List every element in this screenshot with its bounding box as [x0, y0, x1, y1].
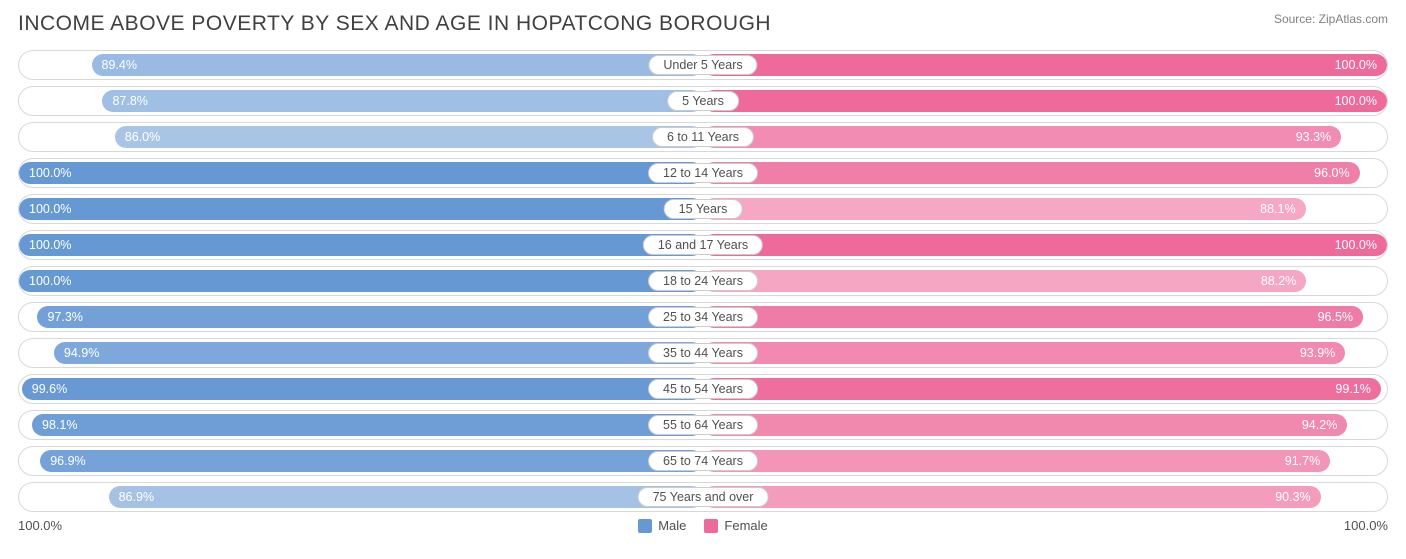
male-value: 96.9% [50, 454, 85, 468]
male-bar: 86.9% [109, 486, 703, 508]
male-value: 94.9% [64, 346, 99, 360]
chart-row: 100.0% 88.2% 18 to 24 Years [18, 266, 1388, 296]
female-value: 100.0% [1335, 238, 1377, 252]
female-value: 88.1% [1260, 202, 1295, 216]
male-value: 86.9% [119, 490, 154, 504]
age-label: 18 to 24 Years [648, 271, 758, 291]
legend-female-swatch [704, 519, 718, 533]
male-bar: 89.4% [92, 54, 703, 76]
female-value: 94.2% [1302, 418, 1337, 432]
female-value: 96.0% [1314, 166, 1349, 180]
axis-left-label: 100.0% [18, 518, 62, 533]
chart-row: 100.0% 96.0% 12 to 14 Years [18, 158, 1388, 188]
age-label: 16 and 17 Years [643, 235, 763, 255]
age-label: 75 Years and over [638, 487, 769, 507]
male-value: 100.0% [29, 274, 71, 288]
male-bar: 86.0% [115, 126, 703, 148]
age-label: 25 to 34 Years [648, 307, 758, 327]
male-value: 100.0% [29, 202, 71, 216]
female-bar: 94.2% [703, 414, 1347, 436]
age-label: 15 Years [664, 199, 743, 219]
legend-male-label: Male [658, 518, 686, 533]
female-bar: 93.3% [703, 126, 1341, 148]
female-value: 96.5% [1318, 310, 1353, 324]
chart-row: 99.6% 99.1% 45 to 54 Years [18, 374, 1388, 404]
female-value: 91.7% [1285, 454, 1320, 468]
male-value: 100.0% [29, 238, 71, 252]
female-value: 90.3% [1275, 490, 1310, 504]
male-bar: 94.9% [54, 342, 703, 364]
legend-male: Male [638, 518, 686, 533]
female-bar: 88.2% [703, 270, 1306, 292]
age-label: 45 to 54 Years [648, 379, 758, 399]
age-label: Under 5 Years [648, 55, 757, 75]
female-value: 88.2% [1261, 274, 1296, 288]
male-bar: 100.0% [19, 270, 703, 292]
male-bar: 97.3% [37, 306, 703, 328]
chart-row: 89.4% 100.0% Under 5 Years [18, 50, 1388, 80]
chart-row: 86.9% 90.3% 75 Years and over [18, 482, 1388, 512]
female-bar: 88.1% [703, 198, 1306, 220]
chart-header: INCOME ABOVE POVERTY BY SEX AND AGE IN H… [18, 12, 1388, 36]
female-value: 100.0% [1335, 94, 1377, 108]
male-value: 87.8% [112, 94, 147, 108]
age-label: 55 to 64 Years [648, 415, 758, 435]
female-bar: 91.7% [703, 450, 1330, 472]
male-bar: 98.1% [32, 414, 703, 436]
female-bar: 100.0% [703, 234, 1387, 256]
chart-row: 86.0% 93.3% 6 to 11 Years [18, 122, 1388, 152]
chart-row: 98.1% 94.2% 55 to 64 Years [18, 410, 1388, 440]
female-value: 100.0% [1335, 58, 1377, 72]
chart-footer: 100.0% Male Female 100.0% [18, 518, 1388, 533]
female-bar: 99.1% [703, 378, 1381, 400]
chart-title: INCOME ABOVE POVERTY BY SEX AND AGE IN H… [18, 12, 771, 36]
male-value: 89.4% [102, 58, 137, 72]
male-bar: 99.6% [22, 378, 703, 400]
female-bar: 90.3% [703, 486, 1321, 508]
legend-male-swatch [638, 519, 652, 533]
chart-row: 96.9% 91.7% 65 to 74 Years [18, 446, 1388, 476]
female-bar: 93.9% [703, 342, 1345, 364]
female-bar: 100.0% [703, 90, 1387, 112]
female-bar: 100.0% [703, 54, 1387, 76]
male-value: 98.1% [42, 418, 77, 432]
male-value: 100.0% [29, 166, 71, 180]
male-value: 86.0% [125, 130, 160, 144]
male-value: 97.3% [47, 310, 82, 324]
chart-source: Source: ZipAtlas.com [1274, 12, 1388, 26]
chart-row: 97.3% 96.5% 25 to 34 Years [18, 302, 1388, 332]
age-label: 6 to 11 Years [652, 127, 754, 147]
chart-row: 87.8% 100.0% 5 Years [18, 86, 1388, 116]
female-value: 93.9% [1300, 346, 1335, 360]
male-bar: 100.0% [19, 234, 703, 256]
male-bar: 100.0% [19, 198, 703, 220]
age-label: 5 Years [667, 91, 739, 111]
age-label: 65 to 74 Years [648, 451, 758, 471]
legend: Male Female [638, 518, 768, 533]
chart-row: 100.0% 100.0% 16 and 17 Years [18, 230, 1388, 260]
male-value: 99.6% [32, 382, 67, 396]
female-bar: 96.0% [703, 162, 1360, 184]
axis-right-label: 100.0% [1344, 518, 1388, 533]
age-label: 35 to 44 Years [648, 343, 758, 363]
male-bar: 100.0% [19, 162, 703, 184]
legend-female-label: Female [724, 518, 767, 533]
diverging-bar-chart: 89.4% 100.0% Under 5 Years 87.8% 100.0% 5 Yea… [18, 50, 1388, 512]
legend-female: Female [704, 518, 767, 533]
male-bar: 87.8% [102, 90, 703, 112]
chart-row: 100.0% 88.1% 15 Years [18, 194, 1388, 224]
age-label: 12 to 14 Years [648, 163, 758, 183]
female-value: 93.3% [1296, 130, 1331, 144]
chart-row: 94.9% 93.9% 35 to 44 Years [18, 338, 1388, 368]
male-bar: 96.9% [40, 450, 703, 472]
female-value: 99.1% [1335, 382, 1370, 396]
female-bar: 96.5% [703, 306, 1363, 328]
